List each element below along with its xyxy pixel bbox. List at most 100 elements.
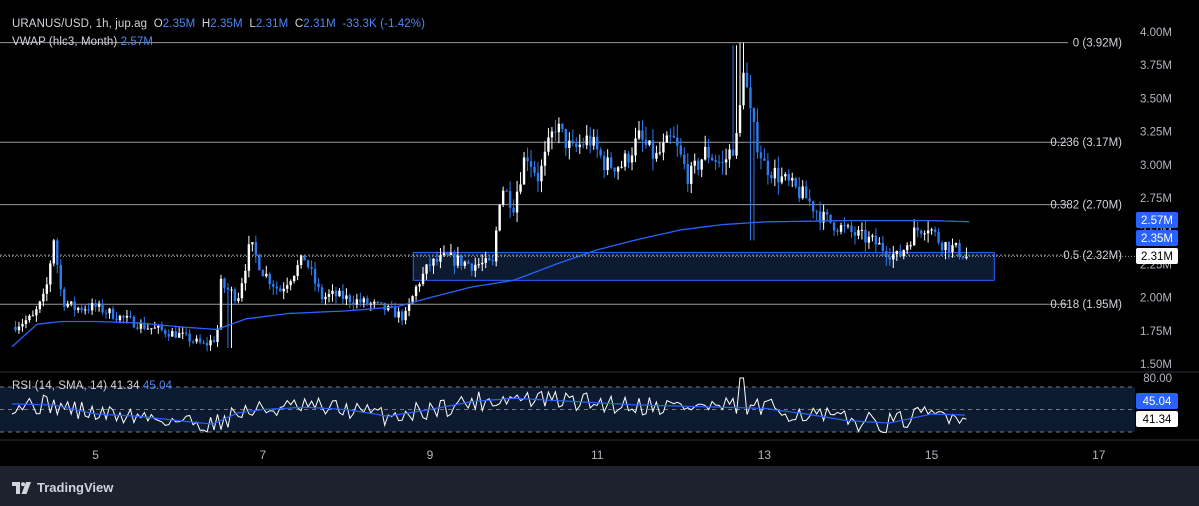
candle[interactable] — [899, 244, 902, 258]
candle[interactable] — [456, 246, 460, 269]
candle[interactable] — [676, 124, 679, 157]
candle[interactable] — [798, 176, 801, 203]
rsi-sma-badge[interactable]: 45.04 — [1136, 393, 1178, 409]
candle[interactable] — [334, 286, 338, 304]
candle[interactable] — [373, 299, 376, 309]
candle[interactable] — [470, 262, 473, 277]
candle[interactable] — [275, 281, 278, 295]
candle[interactable] — [474, 257, 477, 278]
candle[interactable] — [254, 235, 258, 264]
candle[interactable] — [773, 159, 777, 187]
candle[interactable] — [299, 254, 303, 269]
candle[interactable] — [672, 126, 676, 139]
candle[interactable] — [519, 172, 522, 195]
candle[interactable] — [139, 319, 143, 334]
candle[interactable] — [171, 327, 174, 337]
candle[interactable] — [543, 141, 547, 176]
candles[interactable] — [14, 42, 968, 352]
candle[interactable] — [522, 151, 526, 185]
candle[interactable] — [679, 138, 682, 158]
candle[interactable] — [111, 305, 115, 320]
candle[interactable] — [505, 189, 508, 192]
candle[interactable] — [296, 260, 299, 281]
candle[interactable] — [909, 241, 912, 250]
candle[interactable] — [24, 315, 28, 329]
candle[interactable] — [515, 180, 519, 222]
candle[interactable] — [108, 307, 111, 319]
candle[interactable] — [21, 318, 24, 332]
candle[interactable] — [129, 310, 132, 319]
candle[interactable] — [630, 147, 634, 171]
candle[interactable] — [707, 138, 710, 164]
candle[interactable] — [481, 254, 484, 272]
candle[interactable] — [703, 135, 707, 161]
candle[interactable] — [965, 247, 968, 260]
candle[interactable] — [665, 131, 669, 143]
candle[interactable] — [885, 245, 888, 266]
candle[interactable] — [366, 295, 369, 306]
candle[interactable] — [895, 250, 898, 261]
candle[interactable] — [397, 307, 400, 323]
price-badge-open[interactable]: 2.35M — [1136, 230, 1178, 246]
candle[interactable] — [230, 286, 233, 349]
candle[interactable] — [463, 260, 467, 269]
candle[interactable] — [164, 328, 167, 338]
candle[interactable] — [644, 126, 648, 149]
candle[interactable] — [303, 255, 306, 261]
candle[interactable] — [453, 250, 456, 275]
candle[interactable] — [508, 181, 512, 218]
candle[interactable] — [585, 124, 588, 150]
candle[interactable] — [902, 249, 905, 260]
candle[interactable] — [258, 253, 261, 271]
candle[interactable] — [49, 260, 52, 292]
candle[interactable] — [829, 214, 832, 224]
candle[interactable] — [247, 235, 251, 278]
candle[interactable] — [857, 226, 860, 240]
candle[interactable] — [414, 284, 418, 301]
candle[interactable] — [66, 300, 69, 309]
candle[interactable] — [136, 323, 139, 331]
candle[interactable] — [930, 227, 933, 235]
candle[interactable] — [498, 203, 501, 232]
candle[interactable] — [561, 123, 564, 133]
candle[interactable] — [752, 107, 756, 241]
candle[interactable] — [958, 239, 961, 260]
candle[interactable] — [338, 288, 341, 297]
candle[interactable] — [80, 305, 83, 314]
candle[interactable] — [87, 302, 90, 314]
candle[interactable] — [345, 288, 348, 306]
candle[interactable] — [348, 293, 352, 309]
candle[interactable] — [721, 150, 724, 175]
candle[interactable] — [536, 161, 540, 192]
candle[interactable] — [17, 321, 21, 334]
candle[interactable] — [42, 288, 45, 307]
candle[interactable] — [115, 311, 118, 322]
candle[interactable] — [219, 274, 223, 331]
candle[interactable] — [355, 293, 359, 309]
candle[interactable] — [191, 340, 195, 345]
candle[interactable] — [31, 310, 35, 317]
candle[interactable] — [104, 309, 108, 319]
candle[interactable] — [623, 150, 627, 171]
candle[interactable] — [310, 260, 313, 276]
candle[interactable] — [14, 320, 17, 333]
candle[interactable] — [616, 166, 620, 180]
candle[interactable] — [690, 161, 693, 194]
candle[interactable] — [63, 287, 66, 311]
candle[interactable] — [160, 321, 163, 332]
candle[interactable] — [28, 314, 31, 323]
candle[interactable] — [808, 189, 811, 207]
candle[interactable] — [376, 300, 379, 305]
candle[interactable] — [627, 150, 630, 169]
candle[interactable] — [937, 228, 940, 245]
candle[interactable] — [745, 62, 749, 88]
candle[interactable] — [488, 256, 491, 261]
candle[interactable] — [731, 45, 735, 157]
candle[interactable] — [425, 264, 428, 280]
candle[interactable] — [38, 300, 42, 313]
candle[interactable] — [261, 269, 264, 277]
candle[interactable] — [550, 127, 554, 150]
candle[interactable] — [961, 256, 965, 260]
candle[interactable] — [912, 219, 916, 246]
candle[interactable] — [947, 241, 951, 260]
